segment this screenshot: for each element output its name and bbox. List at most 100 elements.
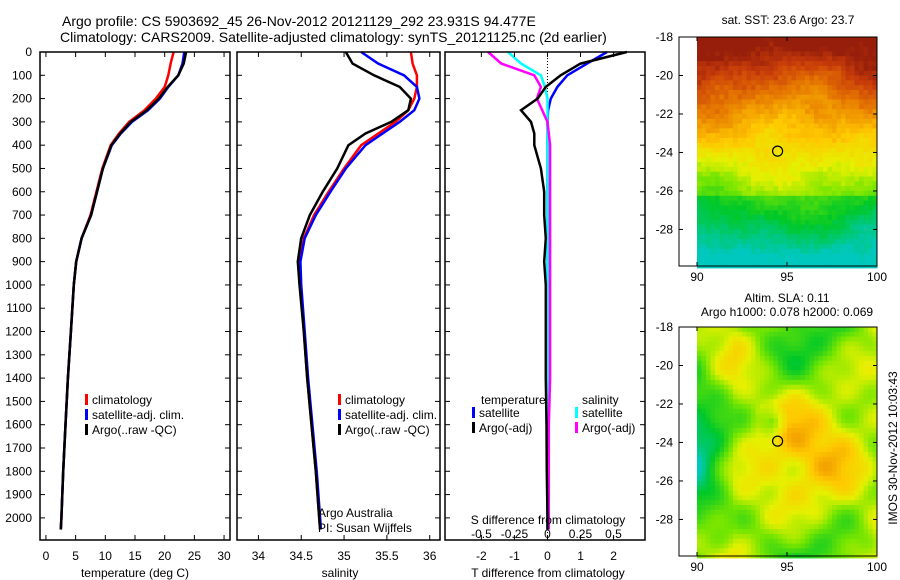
map-cell (760, 215, 765, 221)
map-cell (773, 258, 779, 264)
map-cell (832, 171, 837, 177)
map-cell (782, 413, 788, 419)
map-cell (773, 118, 779, 125)
map-cell (773, 394, 779, 400)
map-cell (697, 466, 702, 472)
map-cell (827, 75, 833, 81)
map-cell (868, 166, 873, 173)
map-cell (854, 215, 860, 221)
map-cell (791, 190, 797, 197)
map-cell (823, 471, 828, 477)
map-cell (863, 171, 869, 177)
map-cell (719, 171, 725, 177)
map-cell (755, 466, 761, 472)
map-cell (769, 351, 774, 357)
map-cell (760, 336, 765, 342)
map-cell (868, 543, 873, 549)
map-cell (850, 466, 855, 472)
map-cell (868, 370, 873, 376)
map-cell (814, 495, 819, 501)
map-cell (751, 509, 756, 516)
map-cell (769, 514, 774, 520)
map-cell (787, 195, 792, 202)
map-cell (728, 258, 734, 264)
map-cell (863, 505, 869, 511)
map-cell (787, 538, 792, 544)
map-cell (868, 258, 873, 264)
map-cell (737, 147, 743, 153)
map-cell (850, 538, 855, 544)
map-cell (737, 152, 743, 158)
map-cell (719, 248, 725, 254)
map-cell (746, 65, 752, 72)
map-cell (863, 365, 869, 371)
map-cell (787, 142, 792, 149)
map-cell (845, 331, 851, 338)
map-cell (701, 133, 707, 139)
map-cell (800, 529, 806, 535)
y-tick-label: 900 (12, 255, 32, 269)
map-cell (706, 533, 711, 540)
map-cell (733, 365, 738, 371)
map-cell (737, 428, 743, 434)
map-cell (778, 331, 783, 338)
map-cell (809, 186, 815, 192)
map-cell (827, 70, 833, 76)
map-cell (724, 543, 729, 549)
map-cell (796, 336, 801, 342)
map-cell (724, 215, 729, 221)
map-cell (710, 452, 716, 458)
map-cell (854, 365, 860, 371)
map-cell (841, 365, 846, 371)
map-cell (782, 46, 788, 52)
map-cell (845, 355, 851, 362)
map-cell (697, 404, 702, 410)
map-cell (845, 336, 851, 342)
map-cell (796, 224, 801, 230)
map-cell (872, 190, 878, 197)
map-cell (719, 239, 725, 245)
map-cell (845, 99, 851, 105)
map-cell (737, 142, 743, 149)
map-cell (809, 234, 815, 240)
map-cell (832, 176, 837, 182)
map-cell (733, 248, 738, 254)
map-cell (850, 253, 855, 259)
x-tick-label: 25 (188, 549, 202, 563)
map-cell (764, 533, 770, 540)
map-cell (778, 138, 783, 144)
map-cell (737, 495, 743, 501)
map-cell (728, 109, 734, 115)
map-cell (728, 495, 734, 501)
map-cell (710, 365, 716, 371)
map-cell (863, 394, 869, 400)
map-cell (872, 162, 878, 168)
map-cell (746, 128, 752, 134)
map-cell (823, 147, 828, 153)
map-cell (755, 253, 761, 259)
map-cell (854, 171, 860, 177)
map-cell (778, 234, 783, 240)
map-cell (733, 215, 738, 221)
map-cell (863, 234, 869, 240)
map-cell (872, 94, 878, 100)
map-cell (746, 219, 752, 226)
map-cell (841, 404, 846, 410)
map-cell (719, 152, 725, 158)
map-cell (719, 447, 725, 453)
map-cell (823, 104, 828, 110)
map-cell (728, 370, 734, 376)
map-cell (800, 461, 806, 467)
map-cell (760, 490, 765, 496)
map-cell (850, 505, 855, 511)
map-cell (782, 219, 788, 226)
map-cell (769, 394, 774, 400)
map-cell (728, 51, 734, 57)
map-cell (755, 147, 761, 153)
map-cell (724, 480, 729, 487)
map-cell (706, 138, 711, 144)
map-cell (832, 61, 837, 67)
map-cell (854, 456, 860, 463)
lat-tick-label: -24 (656, 145, 674, 159)
map-cell (715, 133, 720, 139)
